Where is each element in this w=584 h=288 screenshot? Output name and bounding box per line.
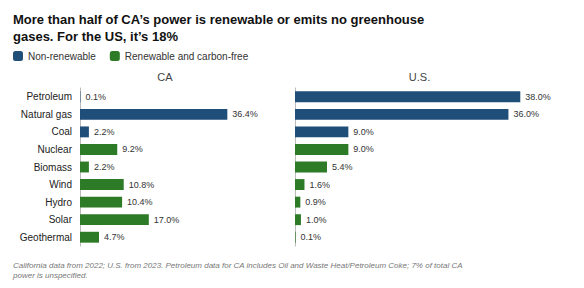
svg-text:Natural gas: Natural gas	[21, 109, 72, 120]
svg-text:Geothermal: Geothermal	[20, 232, 72, 243]
svg-text:5.4%: 5.4%	[332, 162, 353, 172]
svg-text:U.S.: U.S.	[409, 71, 430, 83]
svg-text:CA: CA	[157, 71, 173, 83]
svg-text:California data from 2022; U.S: California data from 2022; U.S. from 202…	[13, 261, 463, 270]
svg-text:9.2%: 9.2%	[122, 144, 143, 154]
svg-text:36.0%: 36.0%	[513, 109, 539, 119]
svg-text:gases. For the US, it’s 18%: gases. For the US, it’s 18%	[13, 29, 178, 44]
svg-text:10.8%: 10.8%	[129, 180, 155, 190]
svg-text:Petroleum: Petroleum	[26, 91, 72, 102]
svg-text:17.0%: 17.0%	[154, 215, 180, 225]
svg-text:9.0%: 9.0%	[353, 144, 374, 154]
svg-text:Hydro: Hydro	[45, 197, 72, 208]
svg-text:2.2%: 2.2%	[94, 127, 115, 137]
svg-text:More than half of CA’s power i: More than half of CA’s power is renewabl…	[13, 12, 424, 27]
svg-text:Biomass: Biomass	[34, 162, 72, 173]
svg-text:4.7%: 4.7%	[104, 232, 125, 242]
svg-text:0.1%: 0.1%	[301, 232, 322, 242]
svg-text:2.2%: 2.2%	[94, 162, 115, 172]
svg-text:Solar: Solar	[49, 214, 73, 225]
svg-text:36.4%: 36.4%	[232, 109, 258, 119]
svg-text:Coal: Coal	[51, 126, 72, 137]
svg-text:Renewable and carbon-free: Renewable and carbon-free	[125, 51, 249, 62]
svg-text:38.0%: 38.0%	[525, 92, 551, 102]
svg-text:1.6%: 1.6%	[309, 180, 330, 190]
svg-text:9.0%: 9.0%	[353, 127, 374, 137]
svg-text:1.0%: 1.0%	[306, 215, 327, 225]
svg-text:Wind: Wind	[49, 179, 72, 190]
svg-text:10.4%: 10.4%	[127, 197, 153, 207]
svg-text:Nuclear: Nuclear	[38, 144, 73, 155]
svg-text:power is unspecified.: power is unspecified.	[12, 271, 88, 280]
svg-text:0.9%: 0.9%	[305, 197, 326, 207]
svg-text:0.1%: 0.1%	[85, 92, 106, 102]
svg-text:Non-renewable: Non-renewable	[28, 51, 96, 62]
